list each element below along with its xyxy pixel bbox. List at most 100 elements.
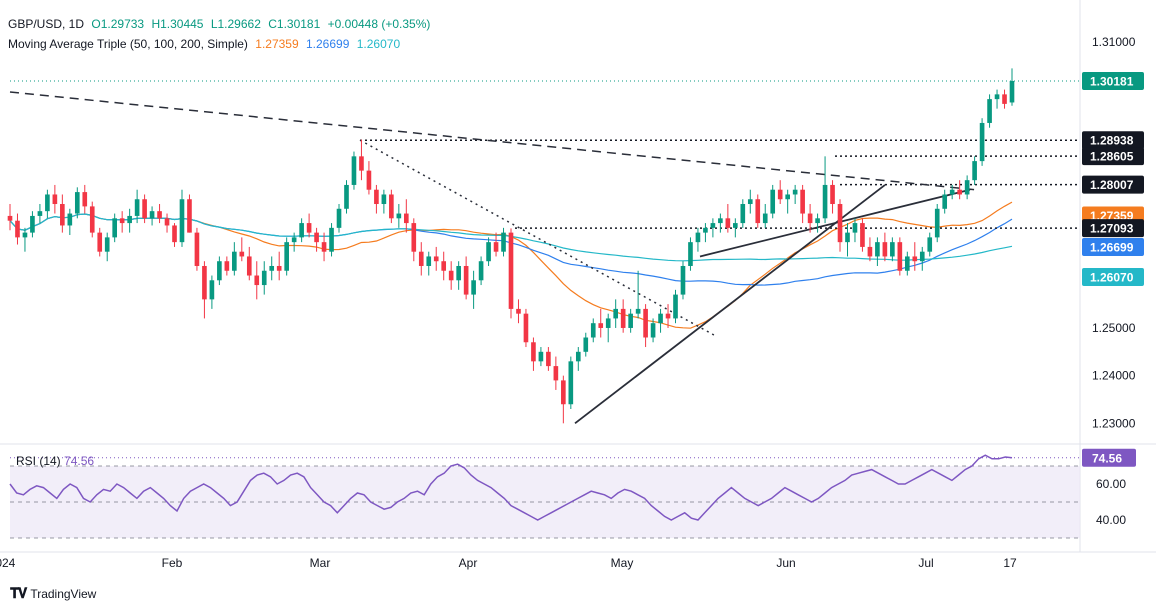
x-tick-label: Apr — [459, 556, 478, 570]
candle-body — [246, 256, 252, 276]
candle-body — [852, 223, 858, 233]
price-label-box — [1082, 267, 1144, 286]
price-label-box — [1082, 175, 1144, 194]
x-tick-label: 17 — [1003, 556, 1017, 570]
y-tick-label: 1.23000 — [1092, 416, 1136, 430]
candle-body — [994, 94, 1000, 100]
x-tick-label: Jul — [918, 556, 933, 570]
candle-body — [381, 194, 387, 205]
candle-body — [1009, 80, 1015, 103]
rsi-tick-label: 40.00 — [1096, 513, 1126, 527]
price-label: 1.28938 — [1090, 134, 1134, 148]
candle-body — [239, 251, 245, 257]
high-value: H1.30445 — [151, 17, 204, 31]
candle-body — [127, 215, 132, 224]
candle-body — [598, 323, 604, 328]
candle-body — [389, 194, 394, 219]
candle-body — [807, 213, 813, 224]
x-tick-label: 2024 — [0, 556, 16, 570]
price-label-box — [1082, 147, 1144, 166]
candle-body — [224, 261, 230, 271]
candle-body — [740, 204, 746, 224]
candle-body — [403, 213, 409, 224]
brand-name[interactable]: TradingView — [30, 586, 97, 601]
candle-body — [202, 265, 207, 300]
candle-body — [486, 242, 491, 262]
candle-body — [396, 213, 402, 219]
dashed-trendline — [9, 91, 976, 191]
candle-body — [531, 342, 536, 362]
candle-body — [441, 261, 447, 271]
price-label-box — [1082, 237, 1144, 256]
candle-body — [194, 232, 200, 266]
rsi-legend: RSI (14) 74.56 — [16, 454, 94, 468]
candle-body — [142, 199, 147, 219]
candle-body — [119, 218, 125, 224]
price-label: 1.27093 — [1090, 222, 1134, 236]
candle-body — [777, 189, 783, 200]
candle-body — [321, 242, 327, 252]
x-tick-label: Mar — [310, 556, 331, 570]
price-label: 1.30181 — [1090, 74, 1134, 88]
candle-body — [291, 237, 297, 243]
price-label: 1.26070 — [1090, 270, 1134, 284]
price-label-box — [1082, 131, 1144, 150]
candle-body — [336, 208, 342, 228]
candle-body — [67, 213, 73, 226]
candle-body — [254, 275, 260, 286]
candle-body — [157, 211, 162, 219]
rsi-title[interactable]: RSI (14) — [16, 454, 61, 468]
candle-body — [882, 242, 888, 257]
candle-body — [209, 280, 215, 300]
candle-body — [949, 189, 955, 195]
price-label: 1.28605 — [1090, 150, 1134, 164]
candle-body — [800, 189, 805, 214]
candle-body — [179, 199, 185, 243]
symbol-label[interactable]: GBP/USD, 1D — [8, 17, 85, 31]
x-tick-label: Jun — [776, 556, 795, 570]
rsi-value: 74.56 — [64, 454, 95, 468]
x-tick-label: Feb — [162, 556, 183, 570]
rsi-current-box — [1082, 448, 1136, 467]
candle-body — [433, 256, 439, 262]
candle-body — [628, 313, 633, 328]
candle-body — [890, 242, 895, 257]
candle-body — [456, 265, 461, 281]
ma-title[interactable]: Moving Average Triple (50, 100, 200, Sim… — [8, 37, 248, 51]
candle-body — [725, 218, 731, 228]
candle-body — [314, 232, 319, 243]
rsi-tick-label: 60.00 — [1096, 477, 1126, 491]
candle-body — [561, 380, 566, 405]
candle-body — [418, 251, 424, 266]
candle-body — [703, 227, 708, 233]
tv-logo-icon[interactable]: 𝐓𝐕 — [10, 585, 27, 601]
candle-body — [830, 184, 835, 205]
y-tick-label: 1.24000 — [1092, 369, 1136, 383]
candle-body — [351, 156, 357, 185]
candle-body — [112, 218, 118, 238]
candle-body — [643, 308, 648, 338]
candle-body — [276, 265, 282, 271]
candle-body — [463, 265, 469, 295]
close-value: C1.30181 — [268, 17, 321, 31]
candle-body — [583, 337, 589, 352]
candle-body — [718, 218, 723, 224]
footer: 𝐓𝐕 TradingView — [10, 585, 96, 602]
candle-body — [650, 323, 656, 338]
x-tick-label: May — [611, 556, 634, 570]
candle-body — [822, 184, 828, 219]
change-value: +0.00448 (+0.35%) — [327, 17, 431, 31]
candle-body — [15, 220, 20, 238]
candle-body — [785, 194, 790, 200]
low-value: L1.29662 — [210, 17, 261, 31]
candle-body — [897, 242, 903, 271]
candle-body — [837, 204, 843, 243]
candle-body — [538, 351, 544, 362]
candle-body — [284, 242, 289, 271]
candle-body — [792, 189, 798, 195]
candle-body — [164, 218, 170, 226]
candle-body — [987, 99, 992, 123]
candle-body — [942, 194, 948, 209]
candle-body — [635, 308, 641, 314]
